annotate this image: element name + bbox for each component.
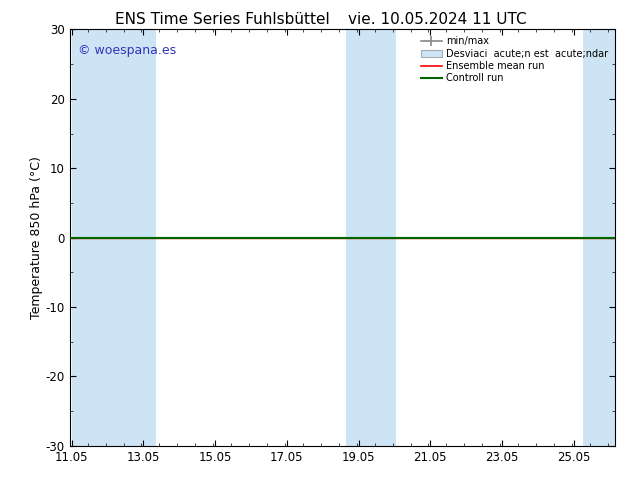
Text: ENS Time Series Fuhlsbüttel: ENS Time Series Fuhlsbüttel: [115, 12, 329, 27]
Legend: min/max, Desviaci  acute;n est  acute;ndar, Ensemble mean run, Controll run: min/max, Desviaci acute;n est acute;ndar…: [419, 34, 610, 85]
Bar: [583, 29, 615, 446]
Bar: [91, 29, 156, 446]
Text: © woespana.es: © woespana.es: [78, 44, 176, 57]
Y-axis label: Temperature 850 hPa (°C): Temperature 850 hPa (°C): [30, 156, 43, 319]
Bar: [72, 29, 91, 446]
Bar: [368, 29, 396, 446]
Bar: [346, 29, 368, 446]
Text: vie. 10.05.2024 11 UTC: vie. 10.05.2024 11 UTC: [348, 12, 527, 27]
